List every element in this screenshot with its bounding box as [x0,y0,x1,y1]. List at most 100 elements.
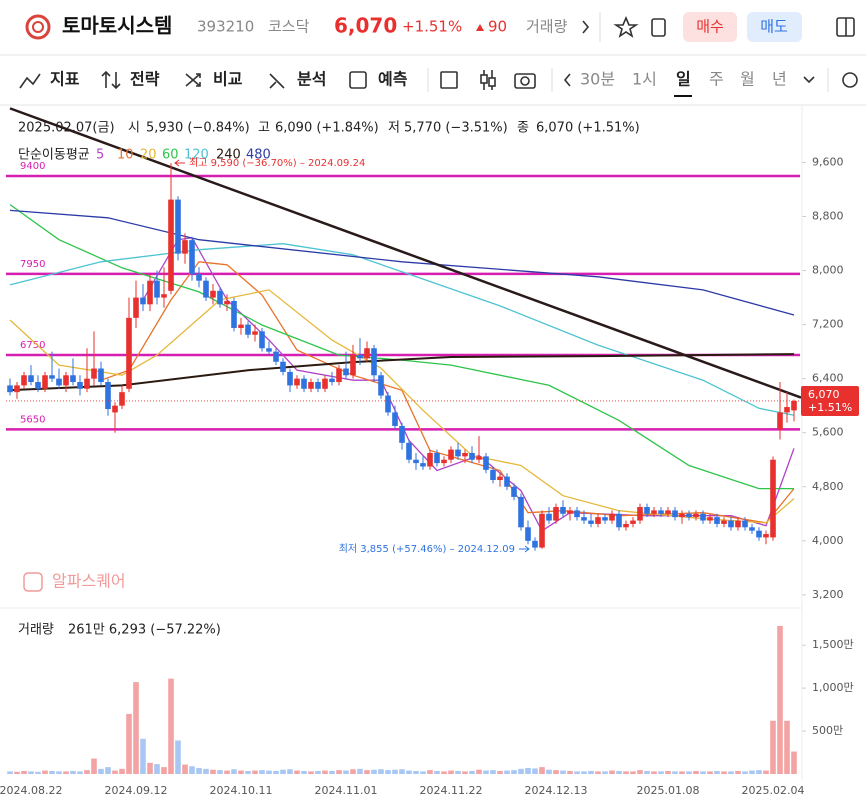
volume-bar [42,770,48,774]
candle-body [700,513,706,521]
x-tick-label: 2024.12.13 [525,784,588,797]
period-30m[interactable]: 30분 [580,70,615,89]
period-week[interactable]: 주 [709,70,724,89]
candle-body [315,382,321,389]
candle-body [728,520,734,528]
compare-icon[interactable] [185,73,201,87]
period-month[interactable]: 월 [740,70,755,89]
candle-body [742,520,748,528]
strategy-icon[interactable] [101,70,121,90]
candle-body [490,469,496,480]
volume-bar [196,767,202,774]
change: 90 [488,18,507,36]
tool-analysis[interactable]: 분석 [297,70,326,89]
candle-body [581,517,587,521]
level-label: 9400 [20,161,45,172]
market: 코스닥 [268,18,310,36]
volume-bar [210,769,216,774]
volume-bar [560,770,566,774]
candle-body [357,355,363,359]
candle-icon [488,77,496,87]
volume-bar [427,770,433,774]
ma-legend-entry: 480 [246,148,271,163]
stock-name: 토마토시스템 [62,14,172,38]
volume-bar [182,764,188,774]
volume-bar [658,771,664,774]
volume-link[interactable]: 거래량 [526,18,568,36]
max-arrow [174,159,185,167]
volume-bar [791,751,797,774]
volume-bar [189,766,195,774]
min-arrow [519,545,530,553]
volume-bar [357,768,363,774]
volume-bar [7,771,13,774]
tool-indicator[interactable]: 지표 [50,70,80,89]
info-low-label: 저 [388,121,400,136]
ma-legend-entry: 60 [162,148,179,163]
candle-body [784,407,790,413]
candle-body [280,361,286,372]
volume-bar [553,770,559,774]
indicator-icon[interactable] [19,73,41,89]
ma-legend-title: 단순이동평균 [18,148,90,163]
volume-bar [693,770,699,774]
candle-body [560,507,566,514]
candle-body [665,510,671,514]
x-tick-label: 2024.08.22 [0,784,62,797]
volume-bar [735,770,741,774]
square-icon[interactable] [440,71,458,89]
volume-bar [203,768,209,774]
candle-body [252,331,258,335]
period-1h[interactable]: 1시 [632,70,657,89]
dropdown[interactable] [803,76,815,84]
volume-bar [504,770,510,774]
candle-body [210,290,216,298]
x-tick-label: 2024.11.22 [420,784,483,797]
tool-strategy[interactable]: 전략 [130,70,160,89]
x-tick-label: 2024.09.12 [105,784,168,797]
period-day[interactable]: 일 [676,70,691,89]
candle-body [532,540,538,548]
candle-body [413,459,419,464]
forecast-icon[interactable] [349,71,367,89]
star-icon[interactable] [613,15,639,38]
candle-body [63,375,69,386]
buy-button[interactable] [683,12,737,42]
memo-icon[interactable] [651,18,666,37]
scroll-left[interactable] [563,73,571,87]
x-tick-label: 2024.11.01 [315,784,378,797]
candle-body [42,375,48,389]
info-high: 6,090 (+1.84%) [275,121,379,136]
chevron[interactable] [582,20,590,34]
volume-bar [686,771,692,774]
candle-body [231,300,237,328]
candle-body [273,351,279,362]
volume-bar [35,771,41,774]
candle-body [126,317,132,389]
volume-bar [532,768,538,774]
volume-bar [168,678,174,774]
volume-bar [511,770,517,774]
volume-bar [756,770,762,774]
candle-body [308,382,314,389]
volume-bar [434,770,440,774]
candle-body [294,378,300,386]
tool-forecast[interactable]: 예측 [378,70,408,89]
candle-body [777,412,783,430]
volume-bar [749,770,755,774]
candle-body [133,297,139,318]
buy-label[interactable]: 매수 [696,18,724,36]
camera-icon[interactable] [514,73,536,89]
candle-body [224,300,230,305]
settings-icon[interactable] [842,72,858,88]
candle-body [287,371,293,386]
sell-button[interactable] [747,12,802,42]
ma-legend-entry: 20 [140,148,157,163]
tool-compare[interactable]: 비교 [213,70,243,89]
analysis-icon[interactable] [269,73,285,89]
volume-bar [14,771,20,774]
period-year[interactable]: 년 [772,70,787,89]
sell-label[interactable]: 매도 [760,18,788,36]
volume-bar [252,770,258,774]
candle-body [49,375,55,379]
